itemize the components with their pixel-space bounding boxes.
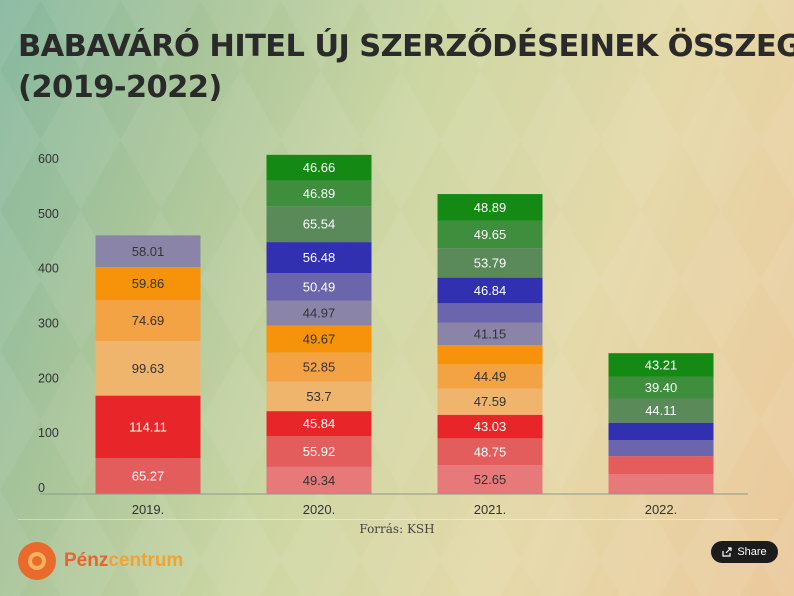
bar-segment xyxy=(266,466,372,494)
bar-segment xyxy=(437,388,543,415)
brand-logo-icon xyxy=(18,542,56,580)
bar-segment xyxy=(266,352,372,382)
brand-name-part-2: centrum xyxy=(108,550,184,571)
data-label: 65.54 xyxy=(303,217,336,232)
chart-title: BABAVÁRÓ HITEL ÚJ SZERZŐDÉSEINEK ÖSSZEGE… xyxy=(18,26,794,108)
x-tick-label: 2021. xyxy=(474,502,507,517)
data-label: 44.11 xyxy=(645,403,677,418)
share-icon xyxy=(722,547,732,557)
data-label: 43.03 xyxy=(474,419,507,434)
data-label: 56.48 xyxy=(303,250,336,265)
bar-segment xyxy=(437,277,543,304)
x-tick-label: 2022. xyxy=(645,502,678,517)
data-label: 58.01 xyxy=(132,244,165,259)
bar-segment xyxy=(437,465,543,494)
data-label: 46.89 xyxy=(303,186,336,201)
bar-segment xyxy=(266,436,372,467)
brand-name: Pénzcentrum xyxy=(64,550,183,572)
bar-segment xyxy=(266,154,372,181)
data-label: 52.65 xyxy=(474,472,507,487)
source-note: Forrás: KSH xyxy=(359,522,435,536)
share-button[interactable]: Share xyxy=(711,541,778,563)
data-label: 49.67 xyxy=(303,332,336,347)
data-label: 46.84 xyxy=(474,283,507,298)
data-label: 39.40 xyxy=(645,380,678,395)
data-label: 59.86 xyxy=(132,276,165,291)
bar-segment xyxy=(608,398,714,423)
data-label: 65.27 xyxy=(132,469,165,484)
data-label: 50.49 xyxy=(303,279,336,294)
data-label: 46.66 xyxy=(303,160,336,175)
bar-segment xyxy=(437,414,543,439)
bar-segment xyxy=(95,395,201,459)
share-label: Share xyxy=(737,546,767,558)
data-label: 49.65 xyxy=(474,227,507,242)
y-tick-label: 500 xyxy=(38,207,59,221)
x-tick-label: 2020. xyxy=(303,502,336,517)
y-tick-label: 300 xyxy=(38,316,59,330)
bar-segment xyxy=(266,325,372,353)
bar-segment xyxy=(266,273,372,301)
data-label: 48.89 xyxy=(474,200,507,215)
y-tick-label: 600 xyxy=(38,152,59,166)
bar-segment xyxy=(95,235,201,268)
y-tick-label: 100 xyxy=(38,426,59,440)
bar-segment xyxy=(266,411,372,437)
brand-name-part-1: Pénz xyxy=(64,550,109,571)
bar-segment xyxy=(608,376,714,399)
bar-segment xyxy=(437,345,543,365)
bar-segment xyxy=(266,300,372,326)
y-tick-label: 0 xyxy=(38,481,45,495)
data-label: 48.75 xyxy=(474,444,507,459)
x-tick-label: 2019. xyxy=(132,502,165,517)
bar-segment xyxy=(437,364,543,389)
data-label: 47.59 xyxy=(474,394,507,409)
bar-segment xyxy=(437,322,543,346)
bar-segment xyxy=(95,267,201,300)
bar-segment xyxy=(266,180,372,207)
bar-segment xyxy=(95,299,201,341)
bar-segment xyxy=(437,248,543,278)
chart-title-line-1: BABAVÁRÓ HITEL ÚJ SZERZŐDÉSEINEK ÖSSZEGE xyxy=(18,29,794,64)
data-label: 53.7 xyxy=(306,389,331,404)
data-label: 53.79 xyxy=(474,255,507,270)
bar-segment xyxy=(95,458,201,494)
stacked-bar-chart: 0 100 200 300 400 500 600 65.27 114.11 99.63 74.69… xyxy=(18,152,778,520)
bar-segment xyxy=(266,242,372,274)
data-label: 45.84 xyxy=(303,416,336,431)
bar-segment xyxy=(608,353,714,377)
bar-segment xyxy=(437,194,543,221)
y-tick-label: 400 xyxy=(38,262,59,276)
data-label: 43.21 xyxy=(645,358,678,373)
bar-segment xyxy=(608,456,714,475)
brand-logo[interactable]: Pénzcentrum xyxy=(18,541,183,581)
bar-segment xyxy=(266,381,372,412)
data-label: 52.85 xyxy=(303,360,336,375)
data-label: 44.49 xyxy=(474,369,507,384)
data-label: 74.69 xyxy=(132,313,165,328)
data-label: 44.97 xyxy=(303,306,336,321)
data-label: 55.92 xyxy=(303,444,336,459)
bar-segment xyxy=(266,206,372,243)
bar-segment xyxy=(437,220,543,249)
bar-segment xyxy=(437,303,543,323)
data-label: 99.63 xyxy=(132,361,165,376)
bar-segment xyxy=(437,438,543,466)
data-label: 41.15 xyxy=(474,326,507,341)
data-label: 49.34 xyxy=(303,473,336,488)
bar-segment xyxy=(608,422,714,441)
data-label: 114.11 xyxy=(129,419,167,434)
bar-segment xyxy=(608,474,714,494)
chart-title-line-2: (2019-2022) xyxy=(18,70,222,105)
bar-segment xyxy=(608,440,714,457)
bar-segment xyxy=(95,340,201,396)
y-tick-label: 200 xyxy=(38,371,59,385)
